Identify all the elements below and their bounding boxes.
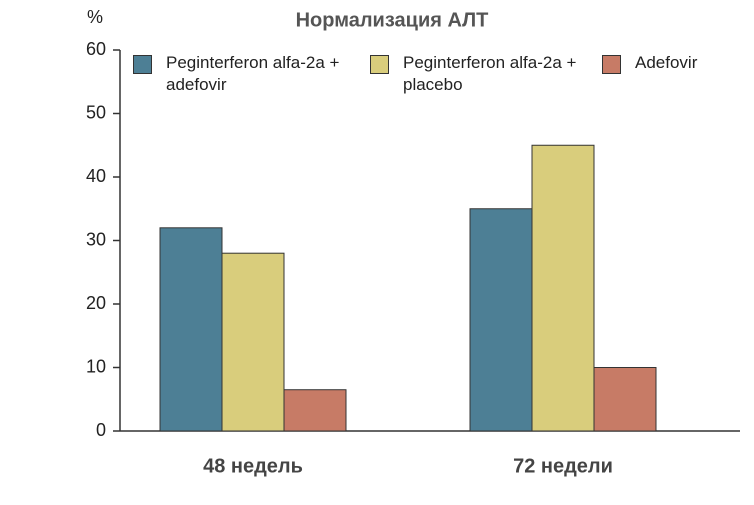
bar xyxy=(221,252,285,432)
legend-label: Peginterferon alfa-2a + adefovir xyxy=(166,53,340,94)
legend-swatch xyxy=(370,55,389,74)
bar xyxy=(593,367,657,432)
y-tick-label: 10 xyxy=(86,356,106,376)
legend-label: Adefovir xyxy=(635,53,698,72)
bar xyxy=(469,208,533,432)
legend-swatch xyxy=(133,55,152,74)
y-axis-label: % xyxy=(87,7,103,27)
x-tick-label: 48 недель xyxy=(203,455,303,477)
bar xyxy=(283,389,347,432)
y-tick-label: 30 xyxy=(86,229,106,249)
bar xyxy=(531,144,595,432)
chart-title: Нормализация АЛТ xyxy=(296,9,489,31)
y-tick-label: 50 xyxy=(86,102,106,122)
legend-item: Adefovir xyxy=(602,52,754,74)
bar xyxy=(159,227,223,432)
legend-label: Peginterferon alfa-2a + placebo xyxy=(403,53,577,94)
legend-item: Peginterferon alfa-2a + placebo xyxy=(370,52,583,96)
x-tick-label: 72 недели xyxy=(513,455,613,477)
y-tick-label: 60 xyxy=(86,39,106,59)
y-tick-label: 40 xyxy=(86,166,106,186)
y-tick-label: 0 xyxy=(96,420,106,440)
legend-swatch xyxy=(602,55,621,74)
y-tick-label: 20 xyxy=(86,293,106,313)
legend-item: Peginterferon alfa-2a + adefovir xyxy=(133,52,346,96)
